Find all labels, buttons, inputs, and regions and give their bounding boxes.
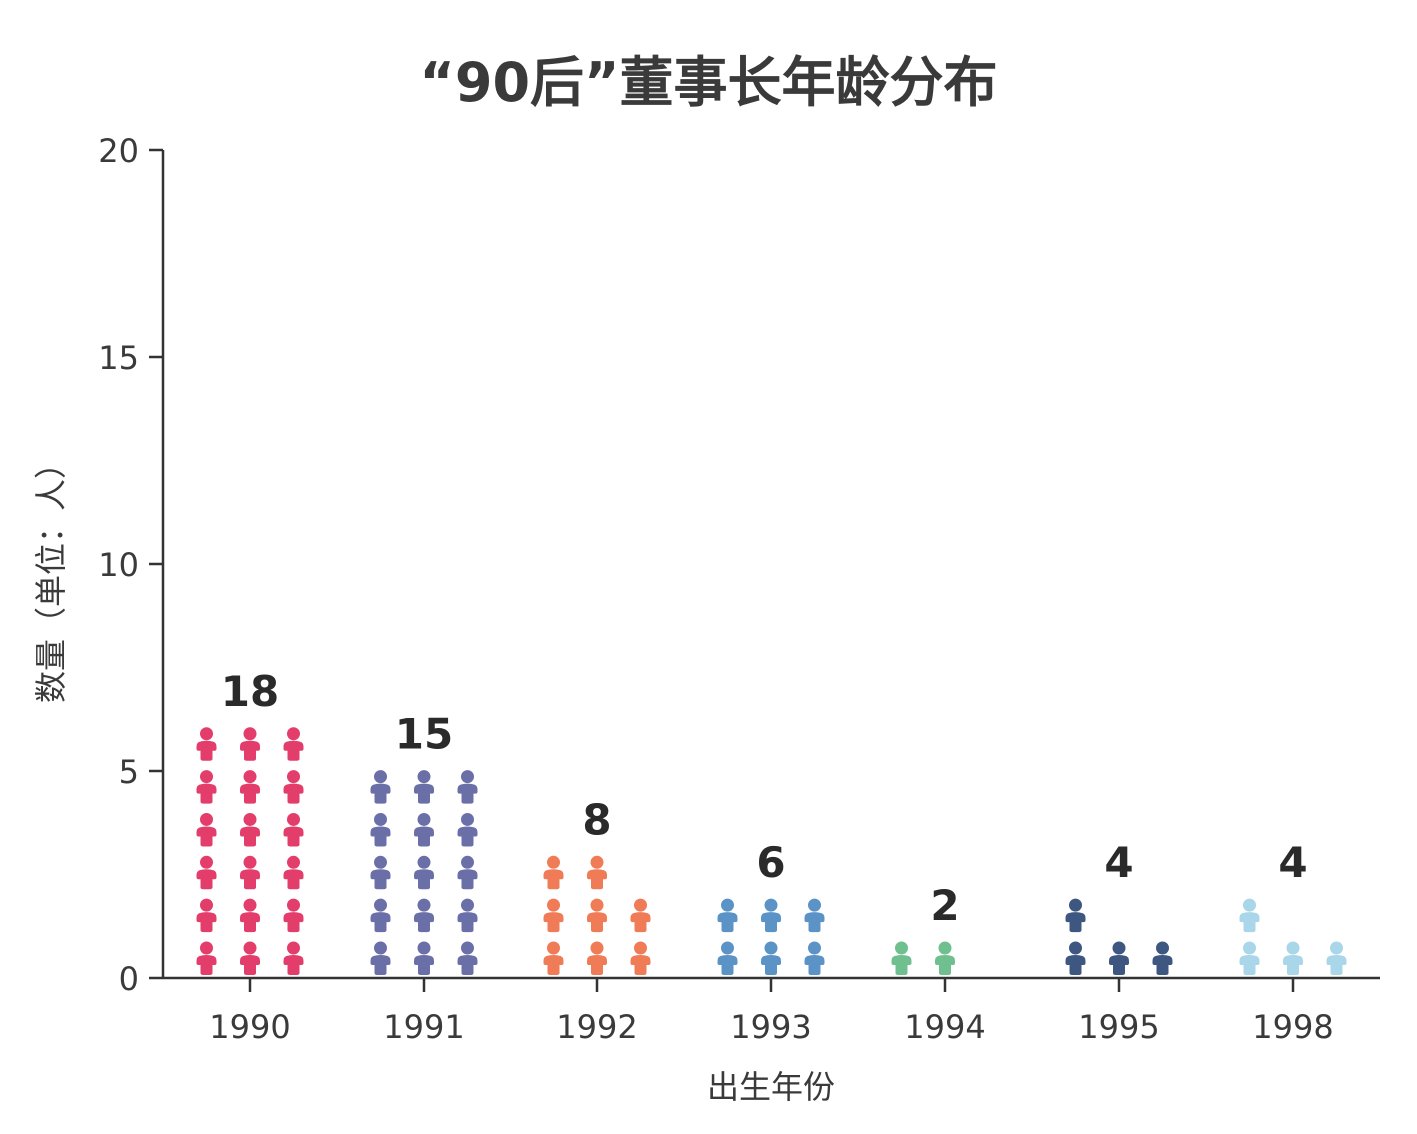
data-label: 6 [756,838,785,887]
person-icon [283,855,304,890]
person-icon [283,898,304,933]
person-icon [370,898,391,933]
x-tick-label: 1995 [1078,1008,1159,1046]
person-icon [196,941,217,975]
person-icon [587,855,607,890]
x-tick-label: 1994 [904,1008,985,1046]
person-icon [717,941,738,975]
category-group [1239,898,1347,975]
person-icon [414,770,434,804]
person-icon [283,727,304,761]
person-icon [240,898,260,933]
person-icon [457,770,478,804]
person-icon [457,898,478,933]
person-icon [240,941,260,975]
person-icon [717,898,738,933]
data-labels: 18 15 8 6 2 4 4 [221,667,1308,930]
x-axis-title: 出生年份 [707,1068,835,1106]
y-tick-label: 0 [119,960,139,998]
person-icon [1283,941,1303,975]
person-icon [240,812,260,847]
person-icon [1326,941,1347,975]
person-icon [283,941,304,975]
x-tick-label: 1998 [1252,1008,1333,1046]
person-icon [196,727,217,761]
person-icon [196,812,217,847]
person-icon [414,855,434,890]
person-icon [1109,941,1129,975]
person-icon [196,855,217,890]
x-tick-label: 1992 [556,1008,637,1046]
person-icon [891,941,912,975]
category-group [196,727,304,975]
y-tick-label: 10 [98,546,139,584]
person-icon [240,727,260,761]
y-tick-label: 15 [98,339,139,377]
person-icon [543,941,564,975]
category-group [543,855,651,975]
category-group [1065,898,1173,975]
person-icon [370,770,391,804]
data-label: 2 [930,881,959,930]
person-icon [1065,941,1086,975]
x-tick-label: 1990 [209,1008,290,1046]
person-icon [630,898,651,933]
person-icon [370,941,391,975]
person-icon [1239,898,1260,933]
data-label: 15 [395,710,453,759]
x-tick-label: 1991 [383,1008,464,1046]
person-icon [457,855,478,890]
y-axis: 0 5 10 15 20 [98,132,165,998]
person-icon [414,898,434,933]
person-icon [761,898,781,933]
y-tick-label: 20 [98,132,139,170]
x-axis: 1990 1991 1992 1993 1994 1995 1998 [163,976,1380,1046]
category-group [370,770,478,975]
person-icon [1239,941,1260,975]
person-icon [587,898,607,933]
category-group [891,941,955,975]
person-icon [283,812,304,847]
person-icon [457,941,478,975]
person-icon [414,941,434,975]
person-icon [240,770,260,804]
data-label: 18 [221,667,279,716]
data-label: 4 [1104,838,1133,887]
person-icon [543,898,564,933]
person-icon [587,941,607,975]
person-icon [1065,898,1086,933]
person-icon [196,898,217,933]
person-icon [370,812,391,847]
person-icon [196,770,217,804]
person-icon [761,941,781,975]
chart-title: “90后”董事长年龄分布 [419,51,998,114]
y-axis-title: 数量（单位：人） [32,447,70,703]
person-icon [630,941,651,975]
person-icon [370,855,391,890]
person-icon [804,941,825,975]
person-icon [457,812,478,847]
person-icon [804,898,825,933]
person-icon [1152,941,1173,975]
data-label: 4 [1278,838,1307,887]
person-icon [935,941,955,975]
person-icon [543,855,564,890]
x-tick-label: 1993 [730,1008,811,1046]
person-icon [283,770,304,804]
person-icon [414,812,434,847]
category-group [717,898,825,975]
y-tick-label: 5 [119,753,139,791]
data-label: 8 [582,795,611,844]
person-icon [240,855,260,890]
